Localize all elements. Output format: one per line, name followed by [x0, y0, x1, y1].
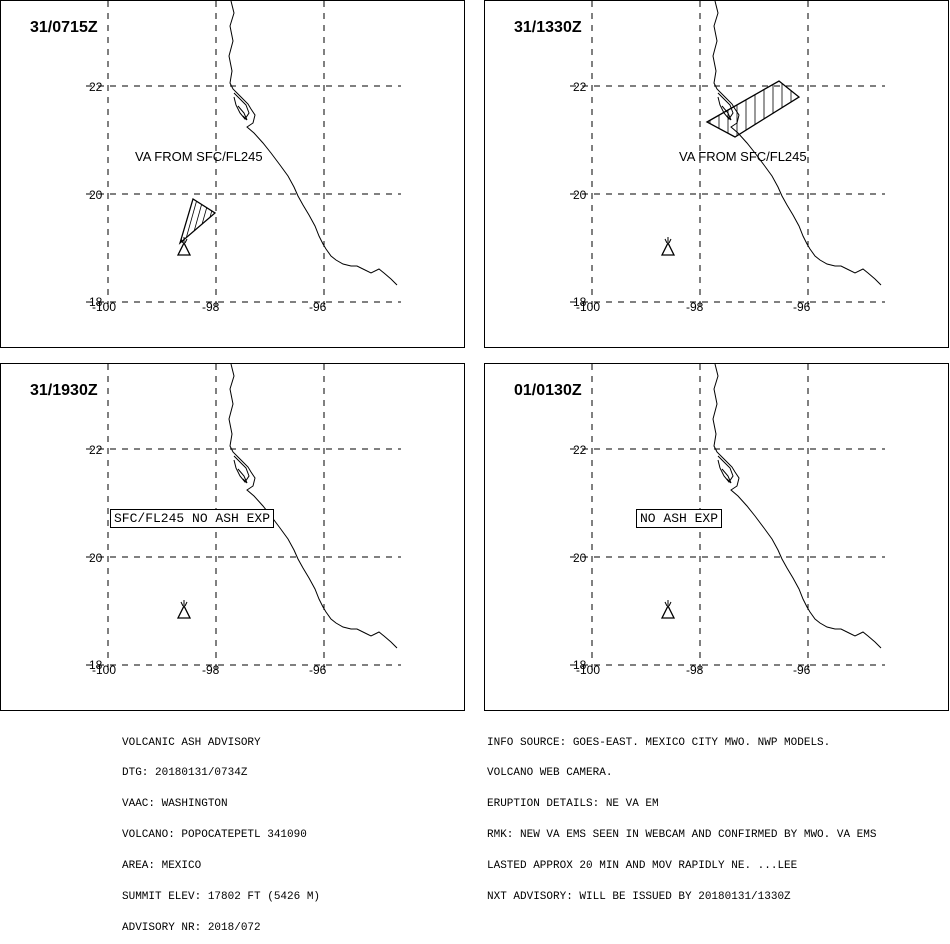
- volcano-triangle: [176, 604, 192, 619]
- advisory-next: NXT ADVISORY: WILL BE ISSUED BY 20180131…: [487, 891, 791, 904]
- advisory-volcano: VOLCANO: POPOCATEPETL 341090: [122, 829, 307, 842]
- map-graphic: [86, 364, 401, 674]
- lagoon-path: [233, 455, 250, 483]
- coastline: [228, 1, 398, 286]
- lat-label-18: 18: [89, 658, 103, 672]
- advisory-remarks: RMK: NEW VA EMS SEEN IN WEBCAM AND CONFI…: [487, 829, 877, 842]
- ash-layer-label: VA FROM SFC/FL245: [135, 149, 263, 164]
- advisory-details-block: INFO SOURCE: GOES-EAST. MEXICO CITY MWO.…: [487, 717, 876, 913]
- lagoon-path: [237, 468, 248, 484]
- lat-label-22: 22: [89, 80, 103, 94]
- lat-label-22: 22: [89, 443, 103, 457]
- graticule-lines: [86, 364, 401, 674]
- coastline-path: [228, 1, 398, 286]
- lon-label-100: -100: [92, 300, 117, 314]
- advisory-title: VOLCANIC ASH ADVISORY: [122, 736, 261, 749]
- advisory-header-block: VOLCANIC ASH ADVISORY DTG: 20180131/0734…: [122, 717, 320, 944]
- lon-label-96: -96: [309, 663, 327, 677]
- advisory-summit-elev: SUMMIT ELEV: 17802 FT (5426 M): [122, 891, 321, 904]
- forecast-panel-0130z: 01/0130Z NO ASH EXP 22 20 18 -100 -98 -9…: [484, 363, 949, 711]
- map-graphic: [86, 1, 401, 311]
- graticule-lines: [570, 364, 885, 674]
- volcano-plume-marks: [180, 237, 188, 244]
- advisory-info-source: INFO SOURCE: GOES-EAST. MEXICO CITY MWO.…: [487, 736, 831, 749]
- ash-layer-label: VA FROM SFC/FL245: [679, 149, 807, 164]
- lat-label-20: 20: [89, 551, 103, 565]
- lagoon-path: [717, 92, 734, 120]
- lon-label-96: -96: [793, 300, 811, 314]
- lon-label-98: -98: [686, 300, 704, 314]
- ash-layer-label: NO ASH EXP: [636, 509, 723, 528]
- coastline-path: [712, 1, 882, 286]
- lon-label-100: -100: [576, 663, 601, 677]
- lagoon-path: [717, 455, 734, 483]
- lat-label-22: 22: [573, 80, 587, 94]
- volcano-triangle: [176, 241, 192, 256]
- map-graphic: [570, 1, 885, 311]
- volcano-plume-marks: [664, 600, 672, 607]
- lon-label-100: -100: [92, 663, 117, 677]
- map-graphic: [570, 364, 885, 674]
- advisory-eruption-details: ERUPTION DETAILS: NE VA EM: [487, 798, 659, 811]
- ash-cloud-polygon: [705, 80, 801, 138]
- lon-label-96: -96: [309, 300, 327, 314]
- volcano-icon: [660, 237, 676, 256]
- lon-label-98: -98: [202, 300, 220, 314]
- coastline: [712, 364, 882, 649]
- volcano-plume-marks: [180, 600, 188, 607]
- panel-valid-time: 31/0715Z: [30, 19, 98, 36]
- lat-label-18: 18: [89, 295, 103, 309]
- lon-label-100: -100: [576, 300, 601, 314]
- graticule-lines: [86, 1, 401, 311]
- lat-label-18: 18: [573, 658, 587, 672]
- coastline: [228, 364, 398, 649]
- lagoon-path: [721, 468, 732, 484]
- lon-label-98: -98: [202, 663, 220, 677]
- volcano-triangle: [660, 241, 676, 256]
- advisory-remarks-cont: LASTED APPROX 20 MIN AND MOV RAPIDLY NE.…: [487, 860, 798, 873]
- coastline-path: [228, 364, 398, 649]
- lagoon-path: [237, 105, 248, 121]
- forecast-panel-1930z: 31/1930Z SFC/FL245 NO ASH EXP 22 20 18 -…: [0, 363, 465, 711]
- lon-label-96: -96: [793, 663, 811, 677]
- panel-valid-time: 01/0130Z: [514, 382, 582, 399]
- forecast-panel-1330z: 31/1330Z VA FROM SFC/FL245 22 20 18 -100…: [484, 0, 949, 348]
- volcano-triangle: [660, 604, 676, 619]
- volcano-icon: [660, 600, 676, 619]
- ash-outline: [705, 80, 801, 138]
- lagoon-path: [721, 105, 732, 121]
- forecast-panel-0715z: 31/0715Z VA FROM SFC/FL245 22 20 18 -100…: [0, 0, 465, 348]
- ash-layer-label: SFC/FL245 NO ASH EXP: [110, 509, 275, 528]
- lat-label-18: 18: [573, 295, 587, 309]
- advisory-area: AREA: MEXICO: [122, 860, 202, 873]
- coastline-path: [712, 364, 882, 649]
- lat-label-20: 20: [573, 188, 587, 202]
- advisory-vaac: VAAC: WASHINGTON: [122, 798, 228, 811]
- advisory-number: ADVISORY NR: 2018/072: [122, 921, 261, 934]
- advisory-info-source-cont: VOLCANO WEB CAMERA.: [487, 767, 613, 780]
- lat-label-20: 20: [89, 188, 103, 202]
- volcano-icon: [176, 600, 192, 619]
- panel-valid-time: 31/1930Z: [30, 382, 98, 399]
- panel-valid-time: 31/1330Z: [514, 19, 582, 36]
- advisory-dtg: DTG: 20180131/0734Z: [122, 767, 248, 780]
- lagoon-path: [233, 92, 250, 120]
- lon-label-98: -98: [686, 663, 704, 677]
- volcano-icon: [176, 237, 192, 256]
- volcano-plume-marks: [664, 237, 672, 244]
- lat-label-20: 20: [573, 551, 587, 565]
- ash-hatch-lines: [709, 81, 792, 137]
- graticule-lines: [570, 1, 885, 311]
- coastline: [712, 1, 882, 286]
- ash-outline: [178, 197, 217, 245]
- lat-label-22: 22: [573, 443, 587, 457]
